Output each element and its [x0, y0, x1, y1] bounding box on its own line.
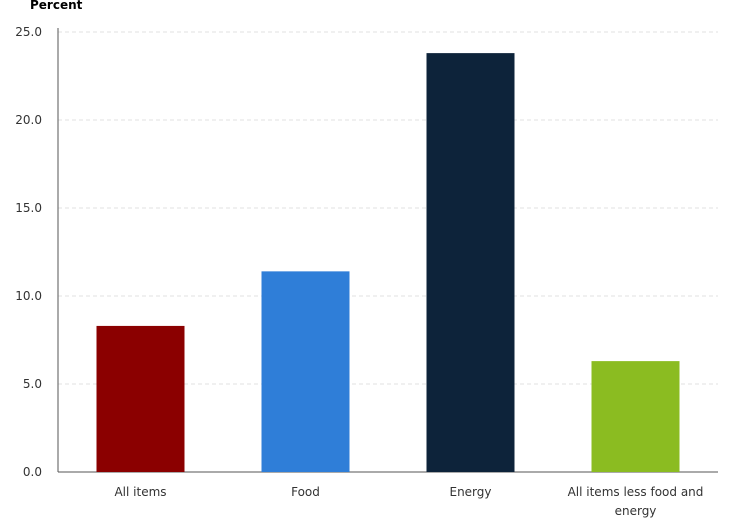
y-tick-label: 5.0	[23, 377, 42, 391]
y-tick-label: 10.0	[15, 289, 42, 303]
y-tick-label: 20.0	[15, 113, 42, 127]
y-tick-label: 15.0	[15, 201, 42, 215]
bar-2	[426, 53, 515, 473]
x-tick-label: Energy	[449, 485, 491, 499]
bar-1	[261, 271, 350, 472]
y-tick-label: 25.0	[15, 25, 42, 39]
y-tick-label: 0.0	[23, 465, 42, 479]
x-tick-label: Food	[291, 485, 320, 499]
y-axis-label: Percent	[30, 0, 83, 12]
bar-3	[591, 361, 680, 472]
x-tick-label: All items	[114, 485, 166, 499]
bar-0	[96, 325, 185, 472]
x-tick-label: All items less food and energy	[568, 485, 704, 518]
